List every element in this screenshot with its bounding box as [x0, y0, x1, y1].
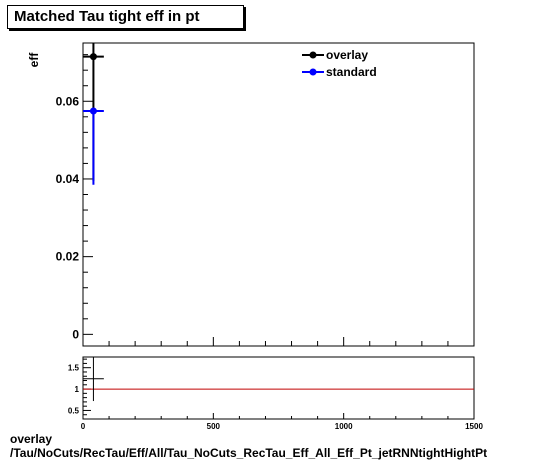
legend-overlay-label: overlay [326, 48, 368, 62]
ratio-x-tick-label: 0 [81, 422, 86, 431]
footer-line-2: /Tau/NoCuts/RecTau/Eff/All/Tau_NoCuts_Re… [10, 446, 488, 460]
main-plot-frame [82, 42, 475, 347]
ratio-y-tick-label: 1 [75, 385, 80, 394]
ratio-y-tick-label: 0.5 [68, 406, 80, 415]
ratio-x-tick-label: 1500 [465, 422, 483, 431]
standard-data-point [89, 107, 97, 115]
ratio-y-tick-labels: 0.5 1 1.5 [68, 364, 80, 416]
ratio-x-tick-label: 500 [207, 422, 221, 431]
main-x-axis [82, 337, 475, 346]
legend-standard-label: standard [326, 65, 377, 79]
main-data-series [83, 43, 104, 185]
ratio-x-tick-label: 1000 [335, 422, 353, 431]
main-y-tick-labels: 0 0.02 0.04 0.06 [56, 94, 80, 341]
main-y-tick-label: 0 [72, 327, 79, 341]
ratio-y-axis [83, 358, 91, 416]
chart-title-box: Matched Tau tight eff in pt [7, 5, 244, 29]
footer-line-1: overlay [10, 432, 53, 446]
main-y-tick-label: 0.02 [56, 250, 80, 264]
ratio-y-tick-label: 1.5 [68, 364, 80, 373]
footer-caption: overlay /Tau/NoCuts/RecTau/Eff/All/Tau_N… [10, 432, 487, 460]
ratio-data-series [83, 357, 474, 402]
main-y-tick-label: 0.06 [56, 94, 80, 108]
overlay-data-point [89, 53, 97, 61]
ratio-x-axis [82, 413, 475, 419]
ratio-plot-frame [82, 356, 475, 420]
legend-standard-marker [309, 68, 317, 76]
chart-title: Matched Tau tight eff in pt [14, 8, 200, 25]
legend-overlay-marker [309, 51, 317, 59]
main-y-axis [83, 54, 93, 335]
y-axis-label: eff [27, 52, 41, 68]
legend: overlay standard [302, 48, 377, 79]
ratio-x-tick-labels: 0 500 1000 1500 [81, 422, 484, 431]
main-y-tick-label: 0.04 [56, 172, 80, 186]
